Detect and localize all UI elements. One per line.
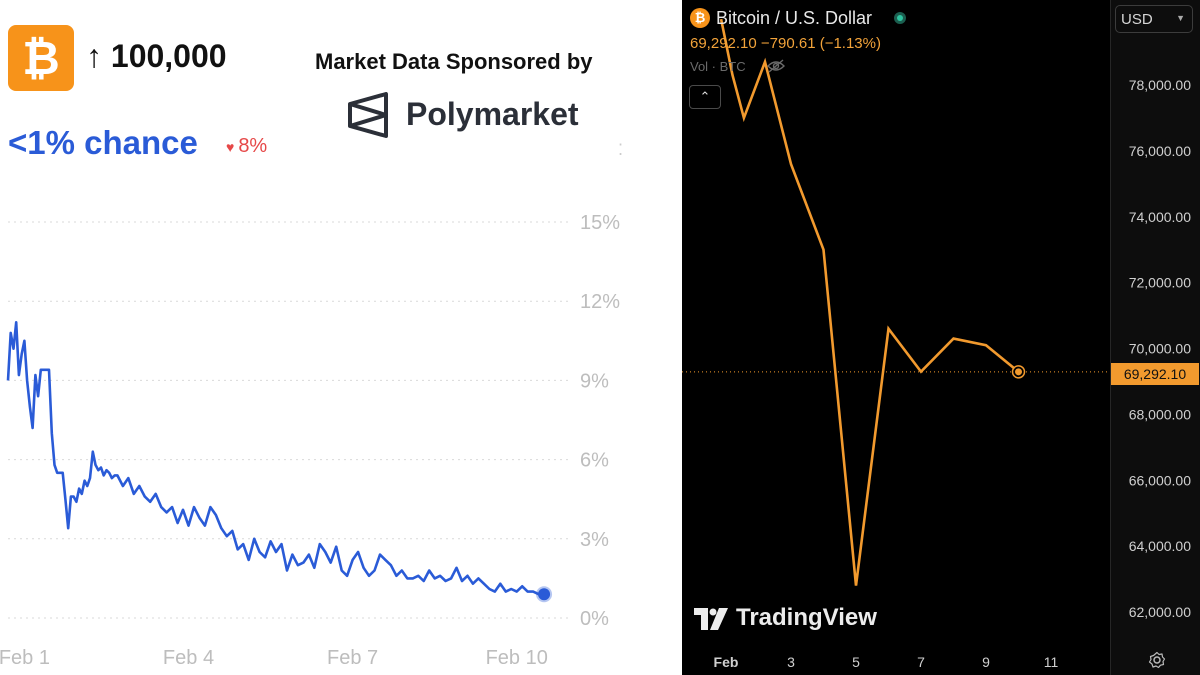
y-tick-label: 70,000.00 <box>1129 341 1191 357</box>
volume-label: Vol · BTC <box>690 59 746 74</box>
y-tick-label: 0% <box>580 608 609 630</box>
y-tick-label: 72,000.00 <box>1129 275 1191 291</box>
y-tick-label: 9% <box>580 370 609 392</box>
market-title: ↑ 100,000 <box>86 38 227 74</box>
hidden-eye-icon[interactable] <box>766 58 786 74</box>
polymarket-wordmark: Polymarket <box>406 96 579 132</box>
change-badge: ♥ 8% <box>226 135 267 158</box>
down-triangle-icon: ♥ <box>226 139 235 155</box>
x-tick-label: 5 <box>852 654 860 670</box>
y-tick-label: 3% <box>580 529 609 551</box>
price-chart: 78,000.00 76,000.00 74,000.00 72,000.00 70,0… <box>682 18 1191 670</box>
tradingview-logo-icon <box>694 608 728 630</box>
y-tick-label: 62,000.00 <box>1129 604 1191 620</box>
bitcoin-icon: ₿ <box>8 25 74 91</box>
x-tick-label: 7 <box>917 654 925 670</box>
market-status-icon <box>894 12 906 24</box>
x-tick-label: Feb 4 <box>163 647 214 669</box>
polymarket-logo-icon <box>348 92 388 138</box>
probability-chart: 15% 12% 9% 6% 3% 0% Feb 1 Feb 4 Feb 7 Feb 10 <box>0 212 620 669</box>
x-tick-label: 3 <box>787 654 795 670</box>
price-quote: 69,292.10 −790.61 (−1.13%) <box>690 35 881 52</box>
y-tick-label: 6% <box>580 450 609 472</box>
y-tick-label: 68,000.00 <box>1129 406 1191 422</box>
currency-value: USD <box>1121 11 1153 28</box>
y-tick-label: 12% <box>580 291 620 313</box>
last-point <box>538 588 551 601</box>
more-icon[interactable]: ⁚ <box>618 142 624 159</box>
x-tick-label: 11 <box>1044 654 1059 670</box>
x-tick-label: Feb 7 <box>327 647 378 669</box>
polymarket-panel: 15% 12% 9% 6% 3% 0% Feb 1 Feb 4 Feb 7 Feb 10 ₿ ↑ … <box>0 25 624 669</box>
tradingview-wordmark: TradingView <box>736 604 877 631</box>
sponsor-label: Market Data Sponsored by <box>315 49 593 74</box>
price-axis[interactable] <box>1110 0 1200 675</box>
y-tick-label: 78,000.00 <box>1129 77 1191 93</box>
last-price-tag: 69,292.10 <box>1111 363 1199 385</box>
gear-icon[interactable] <box>1148 651 1166 669</box>
y-tick-label: 66,000.00 <box>1129 472 1191 488</box>
currency-select[interactable]: USD ▼ <box>1115 5 1193 33</box>
symbol-title[interactable]: Bitcoin / U.S. Dollar <box>716 8 873 28</box>
y-tick-label: 76,000.00 <box>1129 143 1191 159</box>
chance-value: <1% chance <box>8 124 198 161</box>
change-value: 8% <box>238 135 268 157</box>
y-tick-label: 74,000.00 <box>1129 209 1191 225</box>
x-tick-label: Feb 1 <box>0 647 50 669</box>
collapse-legend-button[interactable]: ⌃ <box>689 85 721 109</box>
tradingview-panel: 78,000.00 76,000.00 74,000.00 72,000.00 70,0… <box>682 0 1200 675</box>
y-tick-label: 64,000.00 <box>1129 538 1191 554</box>
x-tick-label: Feb <box>714 654 739 670</box>
x-tick-label: Feb 10 <box>486 647 548 669</box>
last-point <box>1015 368 1022 376</box>
chevron-down-icon: ▼ <box>1176 13 1185 23</box>
bitcoin-icon: ₿ <box>690 8 710 28</box>
x-tick-label: 9 <box>982 654 990 670</box>
price-line <box>719 18 1020 586</box>
probability-line <box>6 321 545 596</box>
y-tick-label: 15% <box>580 212 620 234</box>
